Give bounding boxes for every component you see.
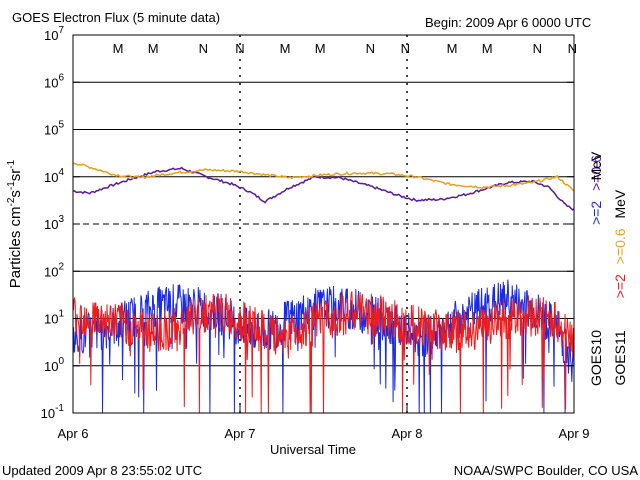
- series-goes10-0-6-mev: [72, 279, 575, 414]
- x-tick-label: Apr 9: [558, 426, 589, 441]
- svg-text:Particles cm-2s-1sr-1: Particles cm-2s-1sr-1: [6, 159, 24, 288]
- series-goes10-2-mev: [73, 166, 575, 211]
- series-goes11-2-mev: [72, 162, 575, 192]
- midnight-marker-M: M: [148, 41, 159, 56]
- midnight-marker-N: N: [235, 41, 244, 56]
- y-tick-label: 107: [44, 25, 64, 43]
- midnight-marker-N: N: [366, 41, 375, 56]
- y-tick-label: 106: [44, 72, 64, 90]
- y-tick-label: 101: [44, 309, 64, 327]
- legend-goes11-06mev: >=0.6: [612, 228, 628, 264]
- midnight-marker-N: N: [533, 41, 542, 56]
- y-tick-label: 100: [44, 356, 64, 374]
- midnight-marker-N: N: [401, 41, 410, 56]
- x-axis-label: Universal Time: [270, 442, 356, 457]
- midnight-marker-M: M: [113, 41, 124, 56]
- x-tick-label: Apr 8: [391, 426, 422, 441]
- x-tick-label: Apr 7: [224, 426, 255, 441]
- y-tick-label: 103: [44, 214, 64, 232]
- y-tick-label: 102: [44, 261, 64, 279]
- midnight-marker-N: N: [199, 41, 208, 56]
- midnight-marker-M: M: [447, 41, 458, 56]
- midnight-marker-M: M: [315, 41, 326, 56]
- legend-unit-goes10: MeV: [588, 151, 604, 180]
- midnight-marker-N: N: [568, 41, 577, 56]
- legend-goes10-06mev: >=0.6: [588, 155, 604, 191]
- updated-timestamp: Updated 2009 Apr 8 23:55:02 UTC: [2, 463, 202, 478]
- legend-goes10: GOES10: [588, 330, 604, 386]
- begin-time: Begin: 2009 Apr 6 0000 UTC: [425, 15, 591, 30]
- legend-goes10-energies: >=2 >=0.6: [588, 155, 604, 225]
- legend-goes11-energies: >=2 >=0.6 MeV: [612, 189, 628, 298]
- y-axis-label: Particles cm-2s-1sr-1: [6, 159, 24, 288]
- legend-goes11: GOES11: [612, 330, 628, 385]
- legend-sat-goes10: GOES10: [588, 330, 604, 386]
- legend-goes10-2mev: >=2: [588, 201, 604, 225]
- svg-text:MeV: MeV: [588, 151, 604, 180]
- credit: NOAA/SWPC Boulder, CO USA: [454, 463, 639, 478]
- x-axis-ticks: Apr 6 Apr 7 Apr 8 Apr 9: [57, 405, 590, 441]
- x-tick-label: Apr 6: [57, 426, 88, 441]
- y-axis-ticks: 10-1 100 101 102 103 104 105 106 107: [41, 25, 574, 421]
- y-tick-label: 10-1: [41, 403, 65, 421]
- y-tick-label: 104: [44, 167, 64, 185]
- midnight-marker-M: M: [482, 41, 493, 56]
- svg-text:>=2 >=0.6 MeV: >=2 >=0.6 MeV: [612, 189, 628, 298]
- chart-title: GOES Electron Flux (5 minute data): [12, 10, 220, 25]
- svg-text:>=2 >=0.6: >=2 >=0.6: [588, 155, 604, 225]
- legend-unit-goes11: MeV: [612, 189, 628, 218]
- legend-sat-goes11: GOES11: [612, 330, 628, 385]
- midnight-marker-M: M: [280, 41, 291, 56]
- y-tick-label: 105: [44, 120, 64, 138]
- legend-goes11-2mev: >=2: [612, 274, 628, 298]
